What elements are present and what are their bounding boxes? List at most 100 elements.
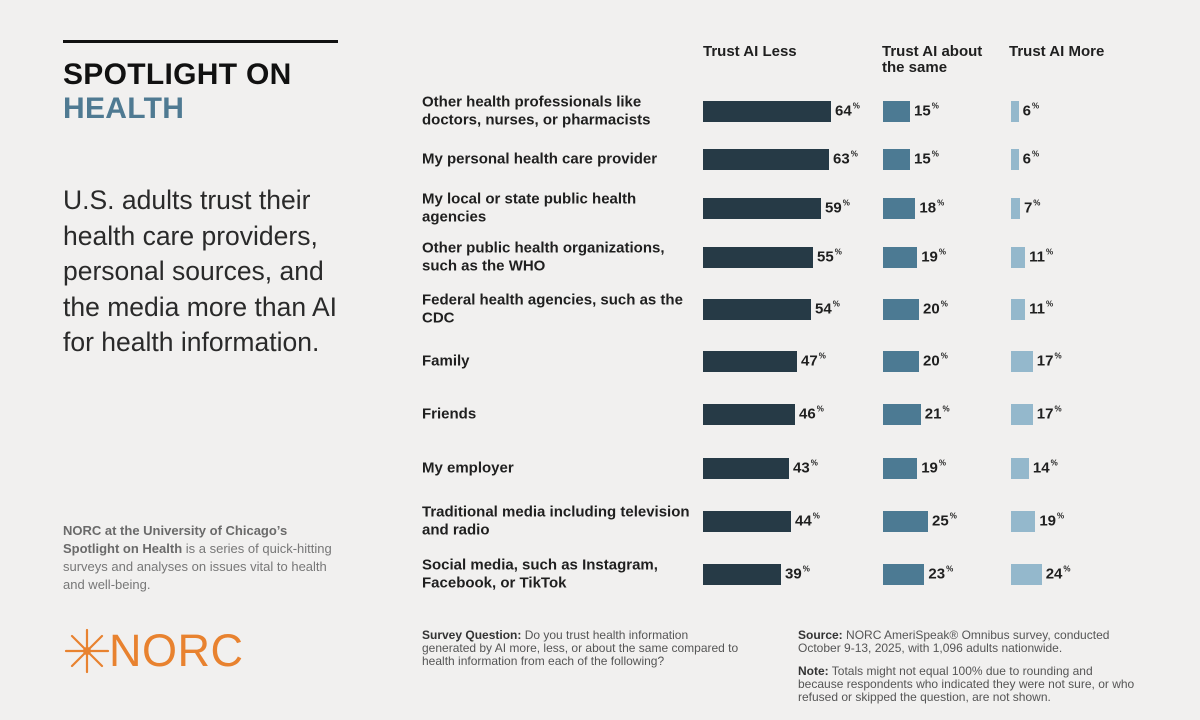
chart-row: Other public health organizations, such … (0, 232, 1200, 282)
chart-row: My employer 43% 19% 14% (0, 443, 1200, 493)
data-label-trust-less: 39% (785, 564, 810, 583)
data-label-value: 17 (1036, 405, 1054, 423)
percent-unit: % (816, 404, 824, 414)
percent-unit: % (852, 101, 860, 111)
percent-unit: % (832, 299, 840, 309)
bar-trust-more (1011, 350, 1033, 372)
data-label-trust-less: 54% (815, 299, 840, 318)
data-label-trust-less: 46% (799, 404, 824, 423)
note-text: Totals might not equal 100% due to round… (798, 664, 1135, 704)
bar-trust-same (883, 510, 928, 532)
chart-row: My local or state public health agencies… (0, 183, 1200, 233)
percent-unit: % (1063, 564, 1071, 574)
percent-unit: % (931, 149, 939, 159)
bar-trust-same (883, 403, 921, 425)
percent-unit: % (1054, 404, 1062, 414)
category-label: My personal health care provider (422, 150, 658, 168)
data-label-trust-more: 6% (1023, 102, 1039, 120)
data-label-value: 19 (921, 248, 938, 266)
data-label-value: 6 (1022, 150, 1032, 168)
bar-trust-more (1011, 148, 1019, 170)
percent-unit: % (1045, 247, 1054, 257)
bar-trust-less (703, 457, 789, 479)
percent-unit: % (931, 101, 939, 111)
data-label-trust-same: 15% (914, 149, 939, 168)
percent-unit: % (942, 404, 950, 414)
data-label-trust-same: 19% (921, 459, 946, 477)
percent-unit: % (1054, 351, 1062, 361)
category-label: Traditional media including television a… (422, 503, 690, 539)
data-label-value: 59 (825, 199, 842, 217)
bar-trust-less (703, 100, 831, 122)
percent-unit: % (938, 247, 946, 257)
data-label-trust-same: 23% (928, 565, 953, 583)
data-label-value: 11 (1029, 300, 1045, 318)
spotlight-title: SPOTLIGHT ON (63, 58, 292, 91)
chart-row: Family 47% 20% 17% (0, 336, 1200, 386)
bar-trust-same (883, 350, 919, 372)
data-label-trust-less: 47% (801, 351, 826, 370)
spotlight-subtitle: HEALTH (63, 92, 185, 125)
bar-trust-less (703, 510, 791, 532)
percent-unit: % (1050, 458, 1058, 468)
chart-row: Social media, such as Instagram, Faceboo… (0, 549, 1200, 599)
chart-row: My personal health care provider 63% 15% 6% (0, 134, 1200, 184)
data-label-trust-same: 19% (921, 247, 946, 266)
percent-unit: % (1057, 511, 1065, 521)
data-label-trust-more: 24% (1046, 564, 1071, 583)
chart-row: Federal health agencies, such as the CDC… (0, 284, 1200, 334)
bar-trust-same (883, 298, 919, 320)
percent-unit: % (802, 564, 810, 574)
bar-trust-same (883, 197, 916, 219)
norc-logo-text: NORC (109, 625, 244, 676)
percent-unit: % (940, 299, 948, 309)
percent-unit: % (818, 351, 826, 361)
data-label-value: 15 (914, 150, 931, 168)
data-label-trust-more: 17% (1037, 351, 1062, 370)
data-label-value: 20 (923, 300, 940, 318)
data-label-value: 20 (923, 352, 940, 370)
percent-unit: % (842, 198, 850, 208)
data-label-value: 18 (919, 199, 937, 217)
category-label: Other public health organizations, such … (422, 239, 665, 275)
bar-trust-less (703, 563, 781, 585)
data-label-value: 14 (1032, 459, 1050, 477)
data-label-value: 11 (1029, 248, 1045, 266)
data-label-trust-less: 55% (817, 248, 842, 266)
source-label: Source: (798, 628, 843, 642)
percent-unit: % (810, 458, 818, 468)
survey-question: Survey Question: Do you trust health inf… (422, 629, 742, 668)
data-label-trust-more: 19% (1039, 511, 1065, 530)
data-label-value: 46 (799, 405, 816, 423)
percent-unit: % (949, 511, 957, 521)
bar-trust-less (703, 197, 821, 219)
bar-trust-less (703, 246, 813, 268)
norc-logo: NORC (63, 626, 244, 676)
category-label: Social media, such as Instagram, Faceboo… (422, 556, 658, 592)
bar-trust-more (1011, 197, 1020, 219)
percent-unit: % (1045, 299, 1054, 309)
percent-unit: % (940, 351, 948, 361)
category-label: Federal health agencies, such as the CDC (422, 291, 683, 327)
bar-trust-more (1011, 246, 1026, 268)
chart-row: Other health professionals like doctors,… (0, 86, 1200, 136)
data-label-trust-less: 63% (833, 150, 858, 168)
data-label-value: 25 (932, 512, 949, 530)
data-label-value: 15 (914, 102, 931, 120)
data-label-trust-same: 25% (932, 511, 957, 530)
chart-row: Traditional media including television a… (0, 496, 1200, 546)
bar-trust-more (1011, 457, 1029, 479)
data-label-value: 19 (1039, 512, 1056, 530)
legend-trust-less: Trust AI Less (703, 43, 797, 60)
data-label-value: 47 (801, 352, 818, 370)
norc-star-icon (64, 628, 110, 674)
data-label-trust-same: 15% (914, 101, 939, 120)
data-label-trust-more: 14% (1032, 458, 1058, 477)
percent-unit: % (1033, 198, 1041, 208)
bar-trust-more (1011, 298, 1026, 320)
data-label-value: 43 (793, 459, 810, 477)
bar-trust-same (883, 246, 918, 268)
category-label: My employer (422, 459, 514, 477)
data-label-trust-same: 20% (923, 351, 948, 370)
data-label-value: 23 (928, 565, 946, 583)
